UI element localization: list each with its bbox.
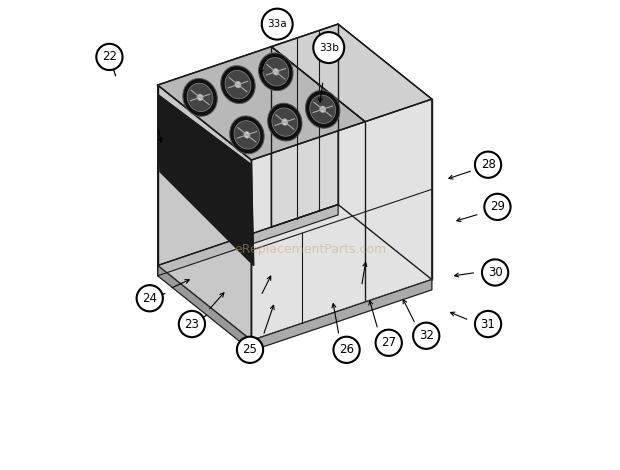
Ellipse shape <box>263 58 289 86</box>
Text: 24: 24 <box>142 292 157 305</box>
Text: 27: 27 <box>381 336 396 349</box>
Text: 25: 25 <box>242 343 257 356</box>
Text: 33b: 33b <box>319 43 339 53</box>
Text: 28: 28 <box>480 158 495 171</box>
Ellipse shape <box>183 78 217 116</box>
Text: 26: 26 <box>339 343 354 356</box>
Ellipse shape <box>282 119 288 125</box>
Ellipse shape <box>230 116 264 154</box>
Text: 31: 31 <box>480 318 495 330</box>
Ellipse shape <box>235 81 241 88</box>
Circle shape <box>484 194 510 220</box>
Polygon shape <box>157 85 252 340</box>
Circle shape <box>179 311 205 337</box>
Text: eReplacementParts.com: eReplacementParts.com <box>234 243 386 256</box>
Ellipse shape <box>187 83 213 111</box>
Circle shape <box>376 329 402 356</box>
Ellipse shape <box>244 132 250 138</box>
Ellipse shape <box>197 94 203 101</box>
Ellipse shape <box>306 90 340 128</box>
Text: 23: 23 <box>185 318 200 330</box>
Polygon shape <box>157 204 338 276</box>
Circle shape <box>262 8 293 39</box>
Polygon shape <box>252 99 432 340</box>
Ellipse shape <box>234 121 260 149</box>
Circle shape <box>482 259 508 286</box>
Ellipse shape <box>268 103 302 141</box>
Polygon shape <box>157 266 252 351</box>
Circle shape <box>475 311 501 337</box>
Text: 32: 32 <box>418 329 433 342</box>
Ellipse shape <box>225 70 251 99</box>
Ellipse shape <box>259 53 293 91</box>
Polygon shape <box>272 24 432 122</box>
Ellipse shape <box>273 69 279 75</box>
Text: 29: 29 <box>490 200 505 213</box>
Polygon shape <box>157 47 365 160</box>
Text: 33a: 33a <box>267 19 287 29</box>
Circle shape <box>313 32 344 63</box>
Polygon shape <box>252 280 432 351</box>
Circle shape <box>413 322 440 349</box>
Polygon shape <box>272 24 338 227</box>
Ellipse shape <box>320 106 326 113</box>
Text: 30: 30 <box>488 266 502 279</box>
Circle shape <box>237 337 263 363</box>
Circle shape <box>136 285 163 312</box>
Circle shape <box>96 44 123 70</box>
Ellipse shape <box>272 108 298 136</box>
Ellipse shape <box>221 66 255 103</box>
Ellipse shape <box>310 95 335 124</box>
Text: 22: 22 <box>102 50 117 63</box>
Circle shape <box>334 337 360 363</box>
Circle shape <box>475 152 501 178</box>
Polygon shape <box>157 94 254 266</box>
